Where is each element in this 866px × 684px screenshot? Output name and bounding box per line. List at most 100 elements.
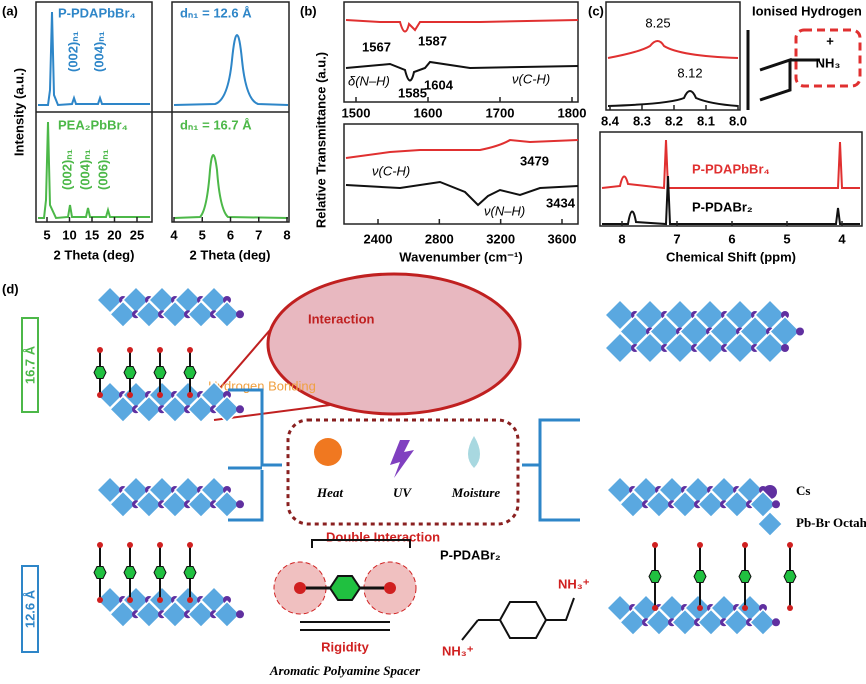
octahedron [603, 331, 637, 365]
octahedron [670, 608, 700, 637]
octahedron [134, 600, 164, 629]
octahedron [186, 490, 216, 519]
spacing-label: 12.6 Å [22, 589, 37, 628]
atom [652, 605, 658, 611]
x-axis-label: 2 Theta (deg) [54, 247, 135, 262]
peak-label: (004)ₙ₁ [77, 149, 92, 190]
series-label: P-PDABr₂ [692, 199, 753, 214]
cs-atom [759, 486, 767, 494]
x-tick-label: 1800 [558, 105, 587, 120]
octahedron [134, 300, 164, 329]
atom [97, 347, 103, 353]
octahedron [212, 300, 242, 329]
x-tick-label: 6 [227, 227, 234, 242]
compound-label: P-PDABr₂ [440, 547, 501, 562]
legend-label: Pb-Br Octahedron [796, 515, 866, 530]
benzene [783, 570, 797, 583]
zoom-ellipse [266, 272, 522, 416]
spacing-label: 16.7 Å [22, 345, 37, 384]
atom [157, 347, 163, 353]
x-tick-label: 8.2 [665, 113, 683, 128]
atom [97, 392, 103, 398]
atom [384, 582, 396, 594]
stimulus-label: Heat [316, 485, 343, 500]
cs-atom [236, 405, 244, 414]
spacing-bracket [21, 317, 39, 413]
atom [652, 542, 658, 548]
x-tick-label: 25 [130, 227, 144, 242]
atom [127, 392, 133, 398]
x-tick-label: 8 [283, 227, 290, 242]
xrd-curve [173, 154, 289, 219]
stimulus-label: Moisture [451, 485, 501, 500]
atom [697, 542, 703, 548]
atom [97, 597, 103, 603]
amine-label: NH₃⁺ [442, 643, 474, 658]
xrd-curve [38, 11, 150, 107]
panel-label: (a) [2, 3, 18, 18]
annotation: 1585 [398, 85, 427, 100]
octahedron [160, 600, 190, 629]
atom [127, 347, 133, 353]
octahedron [693, 331, 727, 365]
cs-atom [781, 344, 789, 352]
atom [742, 605, 748, 611]
octahedron [108, 300, 138, 329]
peak-label: (002)ₙ₁ [59, 149, 74, 190]
octahedron [134, 395, 164, 424]
nmr-curve [607, 40, 739, 59]
x-tick-label: 2400 [364, 231, 393, 246]
inset-title: Ionised Hydrogen [752, 3, 862, 18]
bracket [311, 539, 411, 548]
title: dₙ₁ = 12.6 Å [180, 5, 252, 20]
octahedron [95, 285, 125, 315]
octahedron [696, 608, 726, 637]
octahedron [644, 608, 674, 637]
axes [605, 1, 741, 111]
octahedron [160, 300, 190, 329]
x-tick-label: 4 [838, 231, 846, 246]
panel-label: (c) [588, 3, 604, 18]
atom [157, 392, 163, 398]
atom [187, 542, 193, 548]
icon-moisture [468, 436, 480, 468]
octahedron [722, 490, 752, 519]
octahedron [108, 490, 138, 519]
atom [787, 605, 793, 611]
icon-uv [390, 440, 414, 478]
flow-arrow [522, 418, 580, 522]
nmr-curve [607, 90, 739, 107]
octahedron [95, 585, 125, 615]
octahedron [108, 600, 138, 629]
annotation: 3479 [520, 153, 549, 168]
stimulus-label: UV [393, 485, 412, 500]
x-tick-label: 6 [728, 231, 735, 246]
octahedron [186, 600, 216, 629]
x-tick-label: 10 [62, 227, 76, 242]
x-tick-label: 7 [673, 231, 680, 246]
x-tick-label: 3200 [486, 231, 515, 246]
annotation: 1567 [362, 39, 391, 54]
cs-atom [236, 610, 244, 619]
atom [187, 347, 193, 353]
octahedron [212, 600, 242, 629]
cs-atom [772, 618, 780, 627]
cs-atom [223, 596, 231, 604]
legend-label: Cs [796, 483, 810, 498]
cs-atom [796, 327, 804, 336]
octahedron [212, 490, 242, 519]
peak-label: (002)ₙ₁ [65, 31, 80, 72]
benzene [738, 570, 752, 583]
annotation: 1604 [424, 77, 454, 92]
octahedron [618, 490, 648, 519]
x-tick-label: 1700 [486, 105, 515, 120]
x-tick-label: 5 [199, 227, 206, 242]
octahedron [108, 395, 138, 424]
title: dₙ₁ = 16.7 Å [180, 117, 252, 132]
octahedron [748, 490, 778, 519]
x-tick-label: 5 [43, 227, 50, 242]
benzene [183, 366, 197, 379]
octahedron [722, 608, 752, 637]
x-tick-label: 8.1 [697, 113, 715, 128]
